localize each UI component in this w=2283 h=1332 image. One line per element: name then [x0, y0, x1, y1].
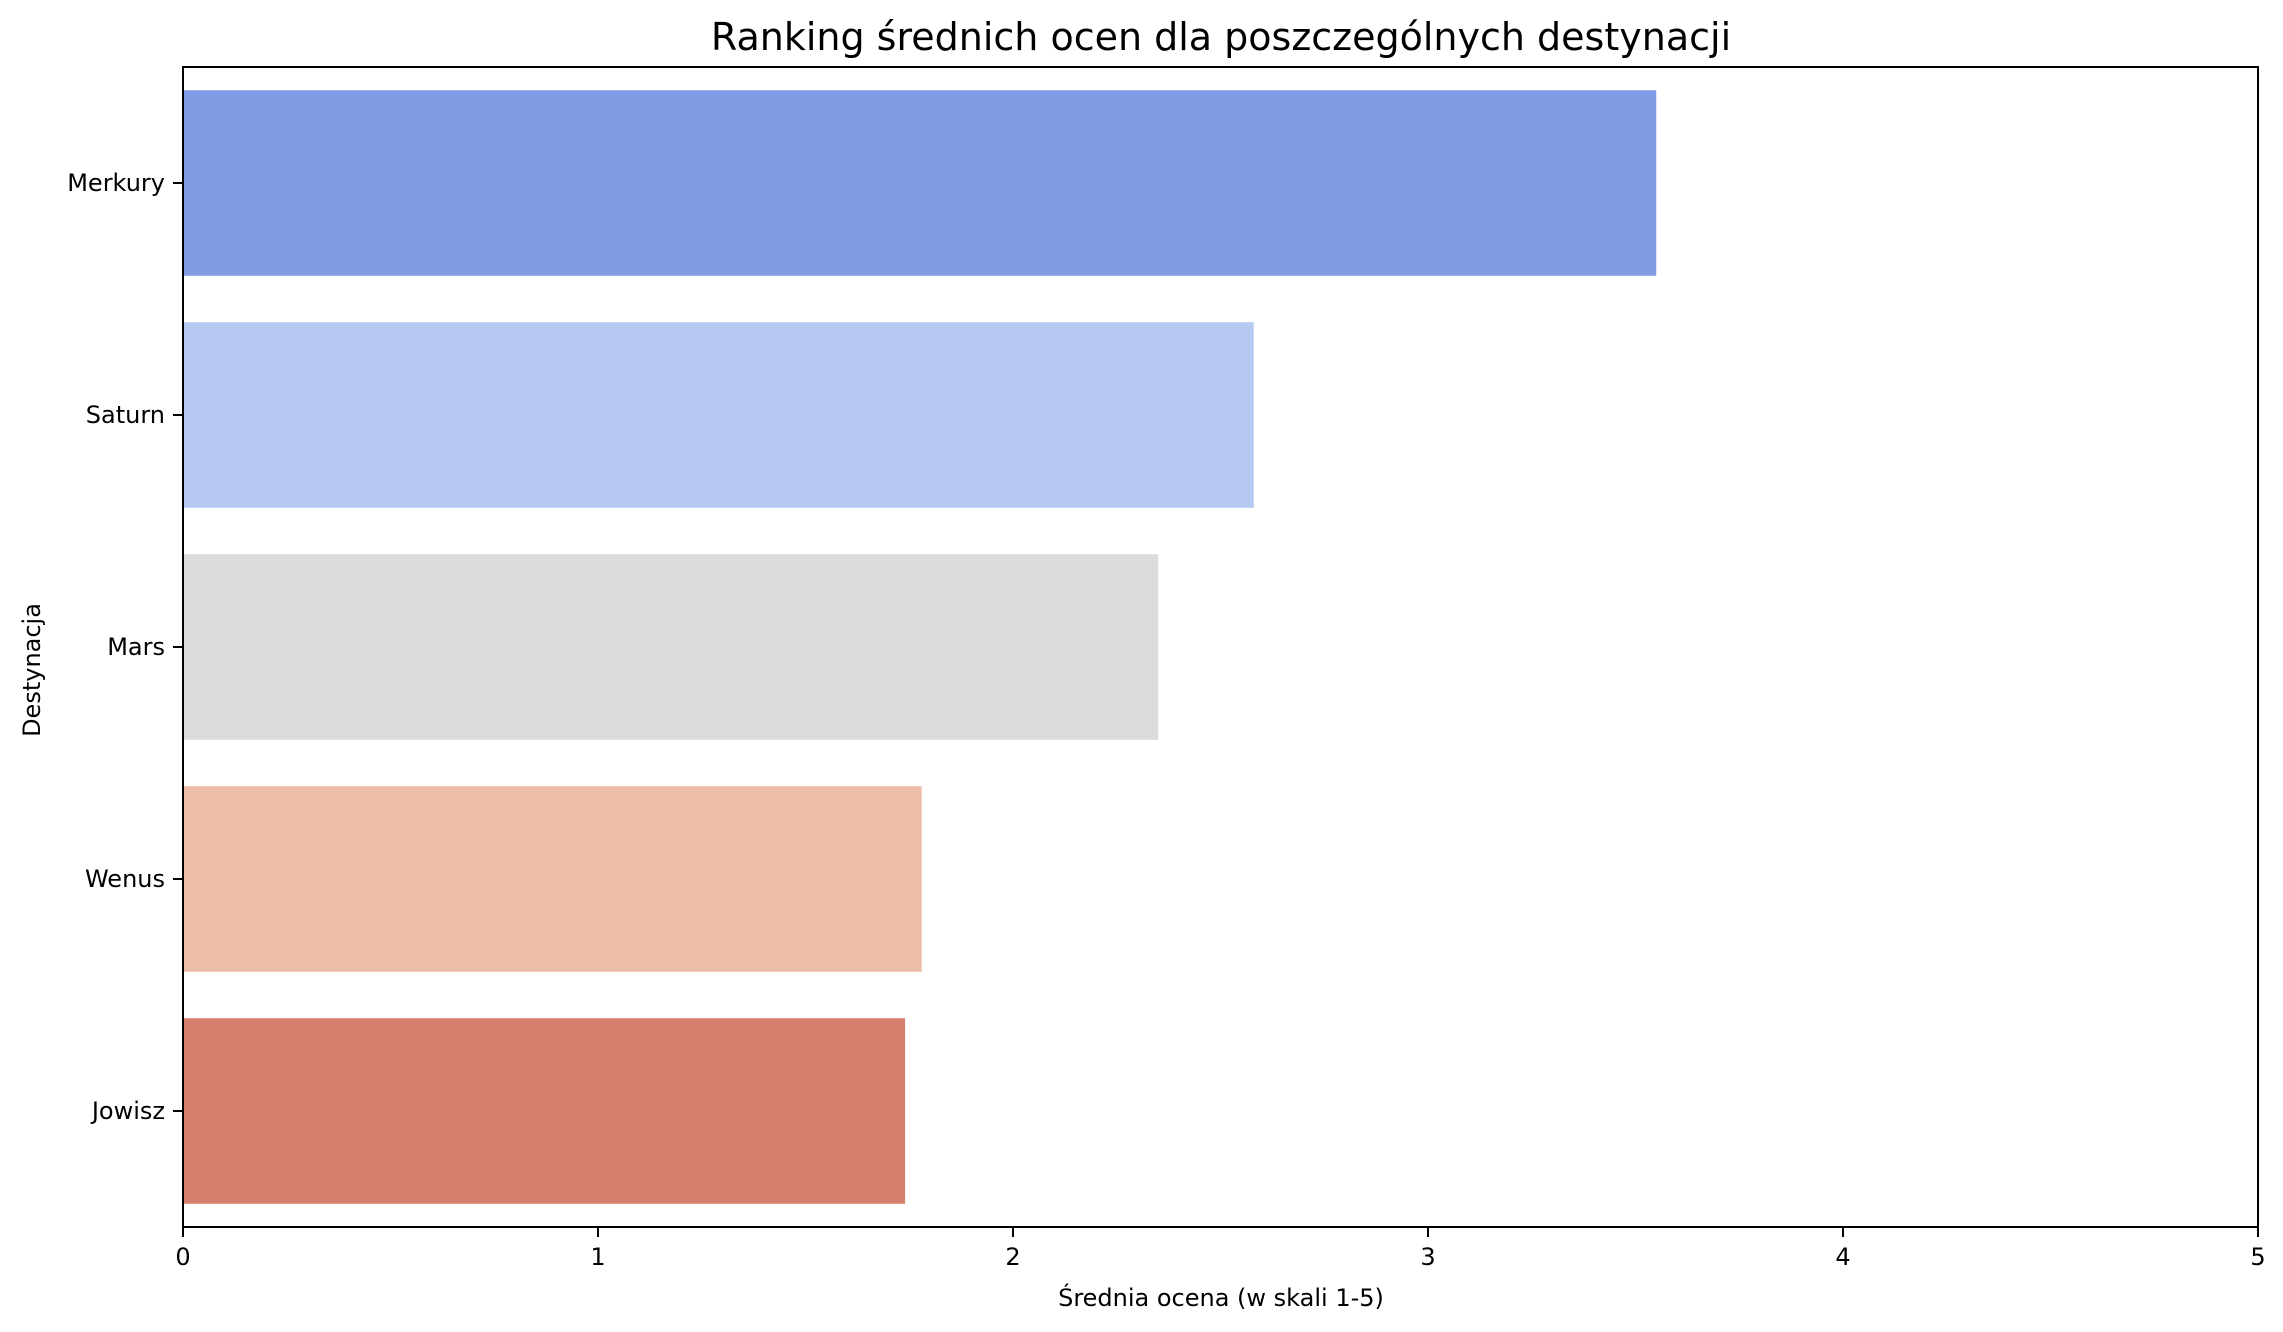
bar-merkury [183, 90, 1657, 276]
chart-title: Ranking średnich ocen dla poszczególnych… [711, 15, 1731, 59]
x-axis-ticks: 0 1 2 3 4 5 [175, 1227, 2266, 1271]
x-tick-label: 5 [2250, 1243, 2265, 1271]
y-axis-ticks: Merkury Saturn Mars Wenus Jowisz [67, 169, 183, 1125]
x-tick-label: 0 [175, 1243, 190, 1271]
y-axis-label: Destynacja [18, 603, 46, 737]
bar-jowisz [183, 1018, 906, 1204]
y-tick-label: Merkury [67, 169, 165, 197]
bars-group [183, 90, 1657, 1204]
bar-saturn [183, 322, 1254, 508]
y-tick-label: Mars [107, 633, 165, 661]
y-tick-label: Saturn [86, 401, 165, 429]
bar-mars [183, 554, 1159, 740]
x-tick-label: 1 [590, 1243, 605, 1271]
y-tick-label: Wenus [85, 865, 165, 893]
y-tick-label: Jowisz [90, 1097, 165, 1125]
x-tick-label: 3 [1420, 1243, 1435, 1271]
x-tick-label: 2 [1005, 1243, 1020, 1271]
x-tick-label: 4 [1835, 1243, 1850, 1271]
x-axis-label: Średnia ocena (w skali 1-5) [1058, 1282, 1384, 1312]
bar-wenus [183, 786, 922, 972]
plot-frame [182, 66, 2259, 1228]
